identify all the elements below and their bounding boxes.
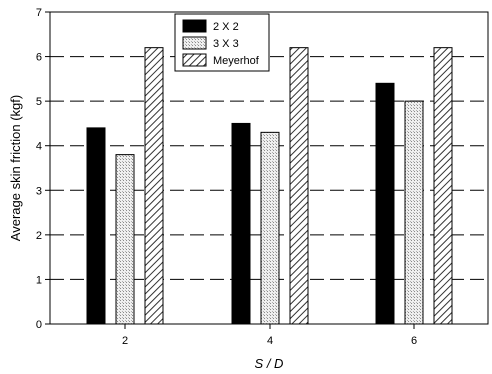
x-axis-title: S / D <box>255 356 284 371</box>
y-tick-label: 1 <box>36 274 42 286</box>
legend-label-meyerhof: Meyerhof <box>213 55 260 67</box>
legend: 2 X 2 3 X 3 Meyerhof <box>174 13 270 72</box>
bar-meyerhof-2 <box>144 47 164 325</box>
x-tick-label: 4 <box>267 335 273 347</box>
legend-label-2x2: 2 X 2 <box>213 21 239 33</box>
x-tick-label: 2 <box>122 335 128 347</box>
bar-meyerhof-4 <box>289 47 309 325</box>
y-axis-title: Average skin friction (kgf) <box>8 95 23 241</box>
y-tick-label: 6 <box>36 52 42 64</box>
legend-swatch-2x2 <box>182 19 207 33</box>
legend-label-3x3: 3 X 3 <box>213 38 239 50</box>
plot-frame <box>49 11 489 325</box>
bar-2x2-4 <box>231 122 251 325</box>
bar-3x3-2 <box>115 154 135 325</box>
y-tick-label: 4 <box>36 141 42 153</box>
bars <box>86 47 453 325</box>
axis-ticks: 0 1 2 3 4 5 6 7 2 4 6 <box>36 7 417 347</box>
bar-2x2-6 <box>375 82 395 325</box>
y-tick-label: 7 <box>36 7 42 19</box>
bar-meyerhof-6 <box>433 47 453 325</box>
x-tick-label: 6 <box>411 335 417 347</box>
y-tick-label: 5 <box>36 96 42 108</box>
y-tick-label: 3 <box>36 185 42 197</box>
y-tick-label: 2 <box>36 230 42 242</box>
legend-swatch-meyerhof <box>182 53 207 67</box>
bar-3x3-6 <box>404 100 424 325</box>
legend-swatch-3x3 <box>182 36 207 50</box>
bar-2x2-2 <box>86 127 106 325</box>
bar-3x3-4 <box>260 131 280 325</box>
y-tick-label: 0 <box>36 319 42 331</box>
